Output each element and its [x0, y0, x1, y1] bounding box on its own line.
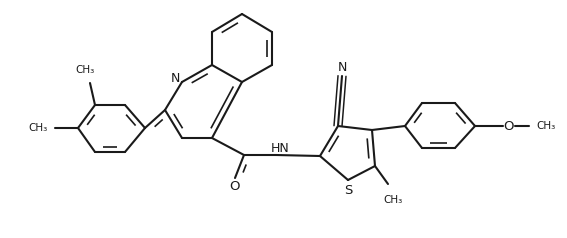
- Text: O: O: [230, 180, 240, 193]
- Text: N: N: [170, 73, 180, 85]
- Text: S: S: [344, 183, 352, 197]
- Text: CH₃: CH₃: [536, 121, 556, 131]
- Text: O: O: [503, 119, 514, 133]
- Text: N: N: [337, 61, 346, 74]
- Text: HN: HN: [270, 142, 289, 154]
- Text: CH₃: CH₃: [75, 65, 95, 75]
- Text: CH₃: CH₃: [28, 123, 48, 133]
- Text: CH₃: CH₃: [383, 195, 403, 205]
